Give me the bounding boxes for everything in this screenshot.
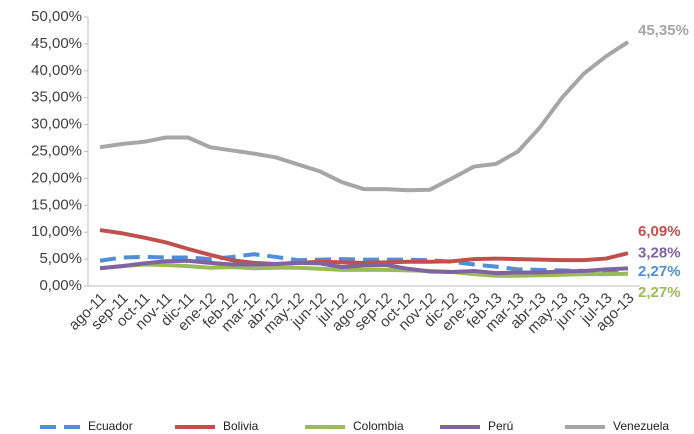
- legend-label: Perú: [488, 419, 513, 433]
- y-tick-label: 35,00%: [31, 89, 82, 106]
- value-label: 2,27%: [638, 263, 681, 280]
- series-line: [99, 262, 629, 278]
- legend-label: Bolivia: [223, 419, 259, 433]
- y-tick-label: 40,00%: [31, 62, 82, 79]
- y-tick-label: 45,00%: [31, 35, 82, 52]
- y-tick-label: 25,00%: [31, 142, 82, 159]
- series-line: [99, 258, 629, 276]
- y-tick-label: 5,00%: [39, 250, 82, 267]
- y-tick-label: 15,00%: [31, 196, 82, 213]
- y-tick-label: 20,00%: [31, 169, 82, 186]
- y-tick-label: 30,00%: [31, 116, 82, 133]
- series-line: [99, 228, 629, 266]
- value-label: 45,35%: [638, 22, 689, 39]
- y-tick-label: 50,00%: [31, 8, 82, 25]
- y-tick-label: 0,00%: [39, 277, 82, 294]
- series-line: [99, 40, 630, 193]
- value-label: 6,09%: [638, 223, 681, 240]
- value-label: 3,28%: [638, 244, 681, 261]
- series-line: [99, 252, 629, 276]
- y-tick-label: 10,00%: [31, 223, 82, 240]
- legend-label: Ecuador: [88, 419, 133, 433]
- value-label: 2,27%: [638, 284, 681, 301]
- legend-label: Colombia: [353, 419, 404, 433]
- legend-label: Venezuela: [613, 419, 669, 433]
